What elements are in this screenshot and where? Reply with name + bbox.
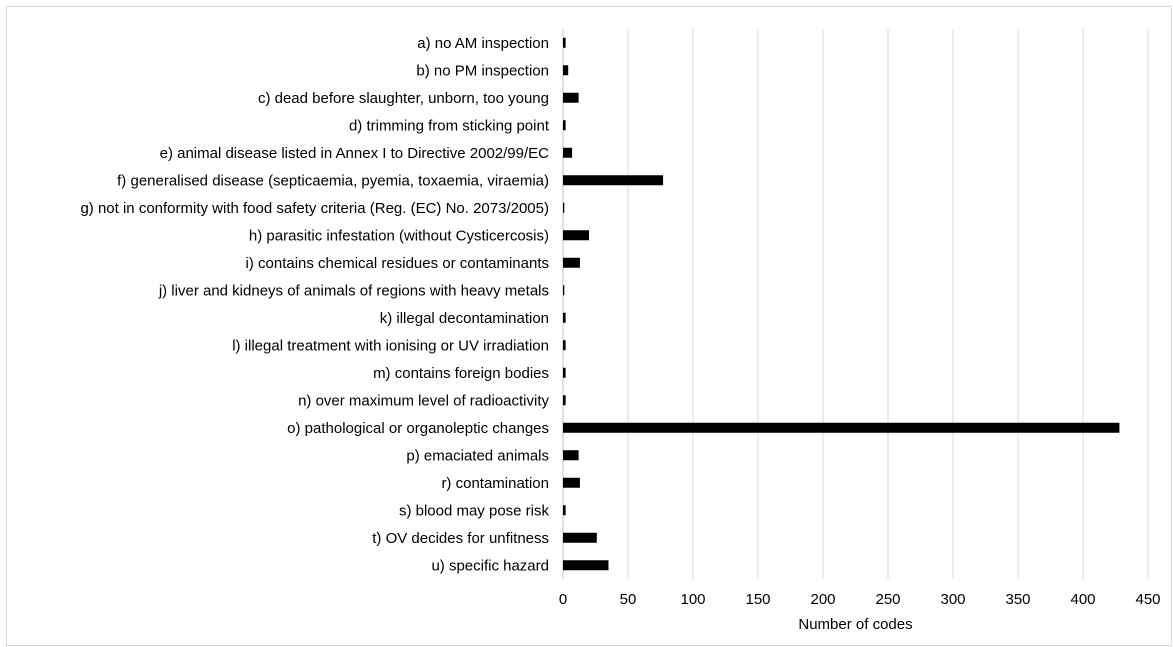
bar: [563, 120, 566, 131]
category-label: r) contamination: [441, 475, 549, 492]
bar: [563, 257, 580, 268]
category-label: p) emaciated animals: [406, 447, 549, 464]
bar: [563, 202, 565, 213]
bar: [563, 367, 566, 378]
bar: [563, 230, 589, 241]
bar: [563, 477, 580, 488]
category-label: d) trimming from sticking point: [349, 117, 550, 134]
category-label: k) illegal decontamination: [380, 310, 549, 327]
bar: [563, 312, 566, 323]
category-label: h) parasitic infestation (without Cystic…: [249, 227, 549, 244]
category-label: j) liver and kidneys of animals of regio…: [158, 282, 549, 299]
bar: [563, 422, 1120, 433]
category-label: i) contains chemical residues or contami…: [246, 255, 549, 272]
x-tick-label: 450: [1135, 591, 1160, 608]
bars: [563, 37, 1120, 571]
bar: [563, 147, 573, 158]
category-label: o) pathological or organoleptic changes: [287, 420, 549, 437]
x-tick-label: 400: [1070, 591, 1095, 608]
category-labels: a) no AM inspection b) no PM inspection c)…: [80, 35, 549, 575]
bar: [563, 532, 597, 543]
chart-frame: a) no AM inspection b) no PM inspection c)…: [6, 6, 1172, 646]
category-label: m) contains foreign bodies: [373, 365, 549, 382]
category-label: l) illegal treatment with ionising or UV…: [232, 337, 549, 354]
x-tick-label: 150: [745, 591, 770, 608]
category-label: n) over maximum level of radioactivity: [298, 392, 549, 409]
bar: [563, 175, 664, 186]
x-tick-label: 300: [940, 591, 965, 608]
category-label: b) no PM inspection: [416, 62, 549, 79]
bar: [563, 450, 579, 461]
x-axis-title: Number of codes: [798, 616, 912, 633]
bar: [563, 37, 566, 48]
bar: [563, 505, 566, 516]
x-tick-label: 100: [680, 591, 705, 608]
bar: [563, 285, 565, 296]
category-label: a) no AM inspection: [417, 35, 549, 52]
x-tick-label: 350: [1005, 591, 1030, 608]
bar: [563, 65, 569, 76]
bar: [563, 340, 566, 351]
x-tick-label: 50: [620, 591, 637, 608]
category-label: e) animal disease listed in Annex I to D…: [160, 145, 550, 162]
bar: [563, 560, 609, 571]
gridlines: [562, 29, 1149, 579]
x-tick-label: 250: [875, 591, 900, 608]
category-label: u) specific hazard: [431, 557, 549, 574]
x-tick-label: 0: [559, 591, 567, 608]
bar: [563, 92, 579, 103]
bar-chart: a) no AM inspection b) no PM inspection c)…: [80, 29, 1161, 633]
bar: [563, 395, 566, 406]
category-label: g) not in conformity with food safety cr…: [80, 200, 549, 217]
x-tick-labels: 0 50 100 150 200 250 300 350 400 450: [559, 591, 1161, 608]
category-label: s) blood may pose risk: [399, 502, 550, 519]
category-label: t) OV decides for unfitness: [372, 530, 549, 547]
x-tick-label: 200: [810, 591, 835, 608]
category-label: c) dead before slaughter, unborn, too yo…: [258, 90, 549, 107]
category-label: f) generalised disease (septicaemia, pye…: [117, 172, 549, 189]
